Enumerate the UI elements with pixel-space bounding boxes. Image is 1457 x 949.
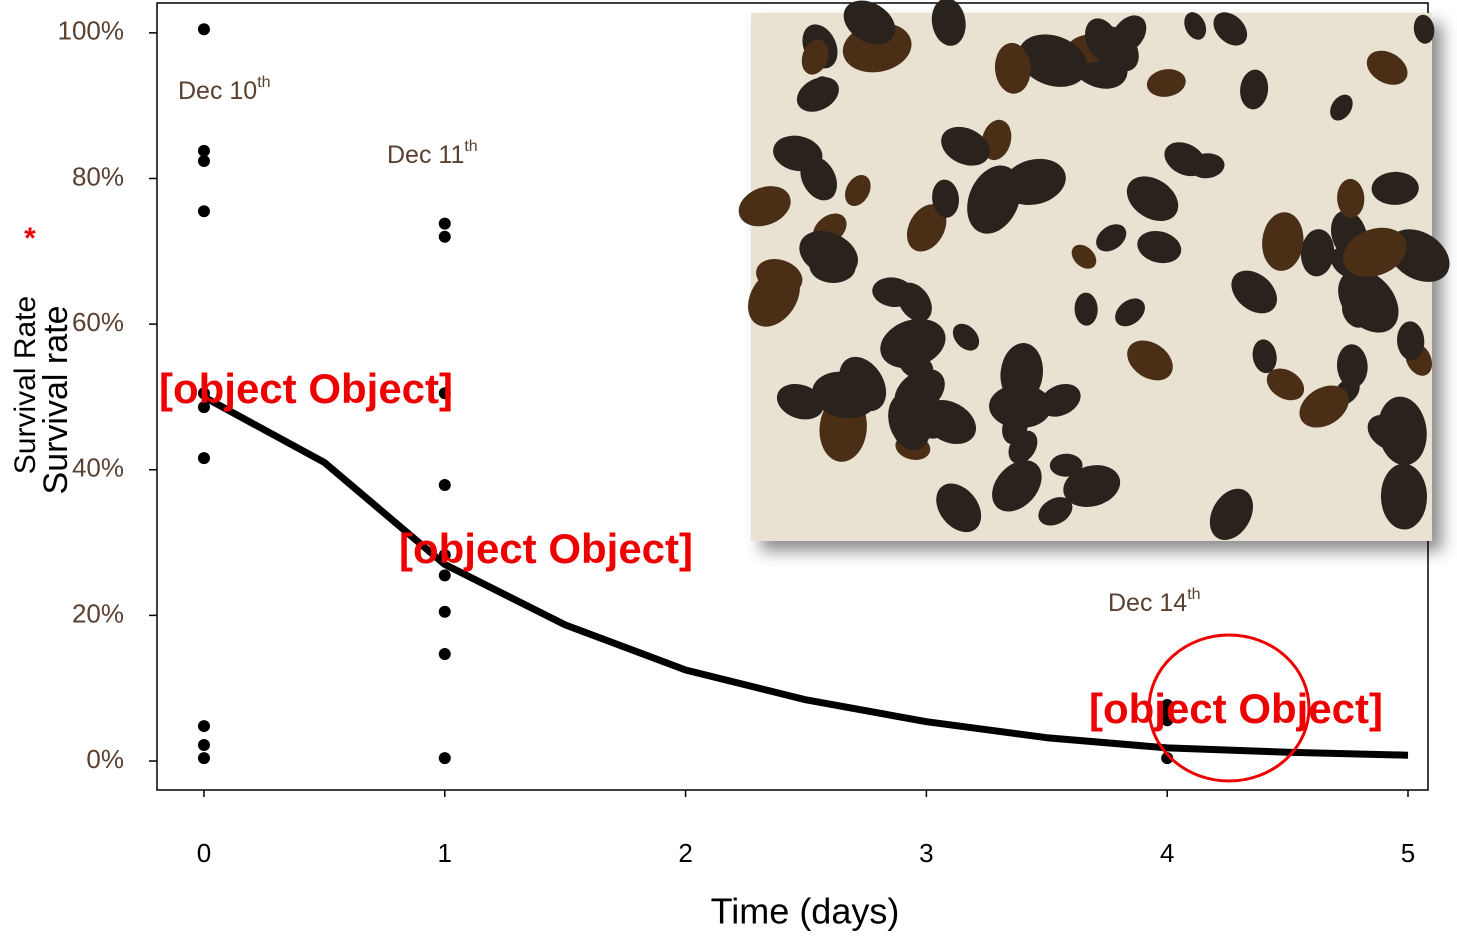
y-tick-label: 0% [86,744,124,774]
snail-photo [733,0,1457,548]
point [439,479,451,491]
date-text: Dec 14 [1108,589,1187,617]
y-axis-title-overlay: Survival Rate [9,296,42,474]
date-label: Dec 14th [1108,586,1201,616]
y-tick-label: 20% [72,598,124,628]
point [198,720,210,732]
y-tick-label: 80% [72,161,124,191]
point [439,648,451,660]
point [439,606,451,618]
percent-label: [object Object] [1089,685,1383,732]
y-tick-label: 40% [72,453,124,483]
point [198,155,210,167]
point [198,739,210,751]
date-text: Dec 11 [387,141,464,169]
point [198,205,210,217]
date-sup: th [257,74,270,91]
point [198,452,210,464]
x-tick-label: 1 [438,838,452,868]
percent-label: [object Object] [159,365,453,412]
point [198,752,210,764]
date-sup: th [464,138,477,155]
point [198,23,210,35]
x-tick-label: 2 [678,838,692,868]
x-tick-label: 4 [1160,838,1174,868]
date-label: Dec 10th [178,74,271,104]
date-label: Dec 11th [387,138,478,168]
x-tick-label: 5 [1401,838,1415,868]
y-axis-title: Survival rate [37,306,75,495]
y-tick-label: 100% [58,16,125,46]
percent-label: [object Object] [399,525,693,572]
chart: 0123450%20%40%60%80%100%Dec 10thDec 11th… [0,0,1457,944]
point [439,752,451,764]
date-sup: th [1187,586,1200,603]
x-axis-title: Time (days) [711,891,900,932]
photo-background [751,13,1432,541]
asterisk: * [24,222,36,255]
x-tick-label: 0 [197,838,211,868]
point [439,218,451,230]
point [439,231,451,243]
date-text: Dec 10 [178,77,257,105]
x-tick-label: 3 [919,838,933,868]
y-tick-label: 60% [72,307,124,337]
